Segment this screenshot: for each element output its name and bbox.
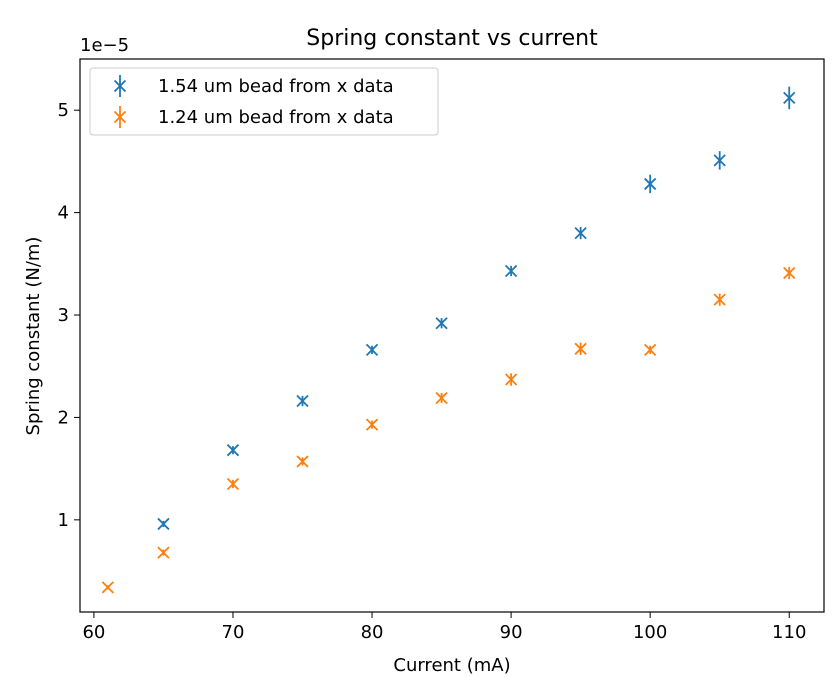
data-point — [713, 151, 726, 170]
data-point — [157, 546, 170, 559]
plot-area — [101, 86, 796, 594]
y-tick-label: 2 — [58, 407, 69, 428]
data-point — [101, 581, 114, 594]
data-point — [435, 391, 448, 405]
y-scale-offset-label: 1e−5 — [80, 35, 129, 56]
data-point — [504, 264, 518, 278]
axes-frame — [79, 58, 825, 613]
data-point — [783, 86, 796, 110]
y-tick-label: 3 — [58, 305, 69, 326]
x-tick-label: 60 — [82, 622, 105, 643]
legend-marker — [113, 106, 127, 128]
data-point — [296, 455, 309, 468]
data-point — [504, 373, 518, 386]
data-point — [226, 477, 240, 491]
legend-marker-series-2 — [113, 106, 127, 128]
data-point — [574, 342, 587, 355]
y-axis-label: Spring constant (N/m) — [23, 237, 44, 436]
x-tick-label: 110 — [772, 622, 806, 643]
legend-marker-series-1 — [113, 75, 127, 97]
chart-title: Spring constant vs current — [306, 26, 598, 51]
data-point — [644, 343, 657, 356]
data-point — [783, 266, 796, 280]
y-tick-label: 5 — [58, 100, 69, 121]
legend-marker — [113, 75, 127, 97]
data-point — [365, 418, 379, 431]
x-axis-label: Current (mA) — [393, 655, 510, 676]
series-2 — [101, 266, 796, 594]
data-point — [296, 394, 309, 408]
data-point — [574, 226, 587, 240]
x-tick-label: 70 — [222, 622, 245, 643]
y-tick-label: 4 — [58, 203, 69, 224]
x-tick-label: 80 — [361, 622, 384, 643]
x-tick-label: 100 — [633, 622, 667, 643]
data-point — [713, 293, 726, 306]
y-tick-label: 1 — [58, 510, 69, 531]
legend-label-series-1: 1.54 um bead from x data — [158, 76, 394, 97]
data-point — [157, 517, 170, 531]
x-tick-label: 90 — [500, 622, 523, 643]
data-point — [226, 444, 240, 457]
legend-label-series-2: 1.24 um bead from x data — [158, 107, 394, 128]
data-point — [365, 343, 379, 356]
legend: 1.54 um bead from x data 1.24 um bead fr… — [89, 67, 439, 136]
legend-box — [89, 67, 439, 136]
data-point — [644, 174, 657, 194]
data-point — [435, 317, 448, 330]
series-1 — [157, 86, 796, 531]
